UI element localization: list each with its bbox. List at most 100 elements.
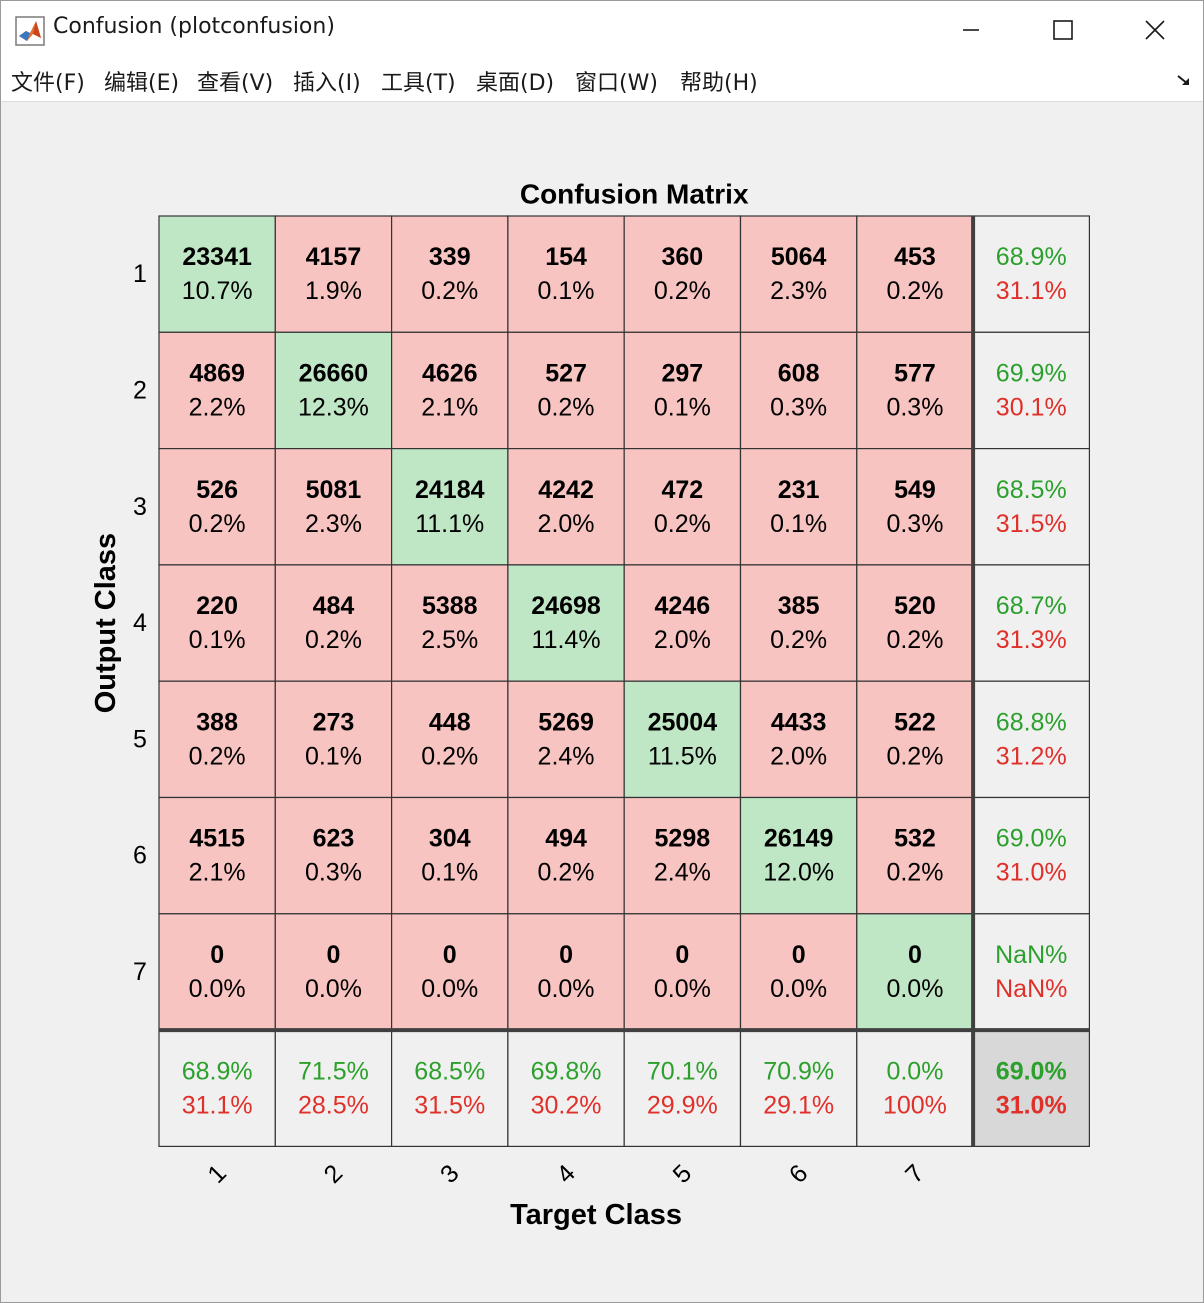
matrix-cell [623,1029,742,1147]
menu-file[interactable]: 文件(F) [11,71,85,96]
cell-percent: 2.2% [189,393,246,421]
cell-percent: 0.0% [770,975,827,1003]
close-button[interactable] [1109,1,1201,59]
matrix-cell [623,448,742,566]
summary-error: 31.2% [996,742,1067,770]
cell-count: 5081 [306,476,362,504]
cell-count: 26149 [764,825,834,853]
cell-count: 527 [545,359,587,387]
x-tick-label: 7 [900,1159,930,1189]
cell-percent: 0.0% [305,975,362,1003]
matrix-cell [391,1029,509,1147]
cell-count: 472 [661,476,703,504]
matrix-cell [739,796,858,915]
dock-arrow-icon[interactable] [1175,73,1193,89]
cell-percent: 2.4% [538,742,595,770]
summary-correct: 68.5% [414,1057,485,1085]
maximize-button[interactable] [1017,1,1109,59]
cell-count: 0 [210,941,224,969]
matrix-cell [856,331,974,450]
summary-correct: 0.0% [886,1057,943,1085]
matrix-cell [274,331,393,450]
summary-correct: 69.0% [996,1057,1067,1085]
cell-count: 0 [326,941,340,969]
x-tick-label: 1 [202,1159,232,1189]
matrix-cell [158,913,276,1031]
menu-desktop[interactable]: 桌面(D) [476,71,555,96]
cell-count: 4515 [189,825,245,853]
cell-count: 549 [894,476,936,504]
minimize-button[interactable] [925,1,1017,59]
matrix-cell [739,215,858,333]
cell-percent: 0.1% [654,393,711,421]
cell-percent: 0.2% [421,277,478,305]
window-title: Confusion (plotconfusion) [53,14,335,39]
matrix-cell [274,564,393,682]
summary-error: 29.1% [763,1091,834,1119]
x-axis-label: Target Class [510,1199,682,1231]
matrix-cell [391,448,509,566]
matrix-cell [972,680,1090,799]
matrix-cell [623,680,742,799]
cell-percent: 0.1% [770,510,827,538]
matrix-cell [507,331,625,450]
cell-count: 5269 [538,708,594,736]
matrix-cell [623,796,742,915]
matrix-cell [739,913,858,1031]
matrix-cell [739,564,858,682]
matrix-cell [391,680,509,799]
cell-percent: 0.1% [538,277,595,305]
cell-count: 522 [894,708,936,736]
cell-percent: 0.0% [538,975,595,1003]
cell-percent: 0.2% [770,626,827,654]
cell-count: 220 [196,592,238,620]
summary-correct: 70.9% [763,1057,834,1085]
matrix-cell [391,796,509,915]
menu-window[interactable]: 窗口(W) [575,71,658,96]
matrix-cell [158,215,276,333]
cell-count: 0 [792,941,806,969]
close-icon [1145,20,1165,40]
summary-correct: 68.9% [182,1057,253,1085]
cell-percent: 0.1% [189,626,246,654]
menu-edit[interactable]: 编辑(E) [104,71,180,96]
matrix-cell [158,796,276,915]
menu-view[interactable]: 查看(V) [197,71,274,96]
matrix-cell [972,1029,1090,1147]
menu-help[interactable]: 帮助(H) [680,71,758,96]
matrix-cell [856,680,974,799]
matrix-cell [158,1029,276,1147]
summary-error: 31.5% [414,1091,485,1119]
title-bar[interactable]: Confusion (plotconfusion) [1,1,1203,59]
cell-percent: 2.5% [421,626,478,654]
matrix-cell [856,913,974,1031]
matrix-cell [623,564,742,682]
cell-count: 4246 [655,592,711,620]
cell-count: 231 [778,476,820,504]
matrix-cell [391,913,509,1031]
menu-tools[interactable]: 工具(T) [381,71,456,96]
cell-percent: 0.2% [189,510,246,538]
cell-percent: 0.3% [305,859,362,887]
summary-correct: 69.0% [996,825,1067,853]
cell-percent: 10.7% [182,277,253,305]
x-tick-label: 3 [435,1159,465,1189]
cell-count: 5064 [771,243,827,271]
cell-percent: 0.2% [421,742,478,770]
menu-insert[interactable]: 插入(I) [293,71,361,96]
summary-correct: 68.9% [996,243,1067,271]
matrix-cell [507,913,625,1031]
cell-count: 453 [894,243,936,271]
matrix-cell [158,331,276,450]
summary-error: 31.0% [996,1091,1067,1119]
matrix-cell [739,1029,858,1147]
y-tick-label: 4 [133,609,147,637]
matrix-cell [739,680,858,799]
cell-percent: 2.0% [654,626,711,654]
cell-count: 304 [429,825,471,853]
cell-percent: 0.2% [189,742,246,770]
summary-error: 29.9% [647,1091,718,1119]
cell-count: 26660 [299,359,369,387]
summary-correct: 68.5% [996,476,1067,504]
matrix-cell [507,680,625,799]
